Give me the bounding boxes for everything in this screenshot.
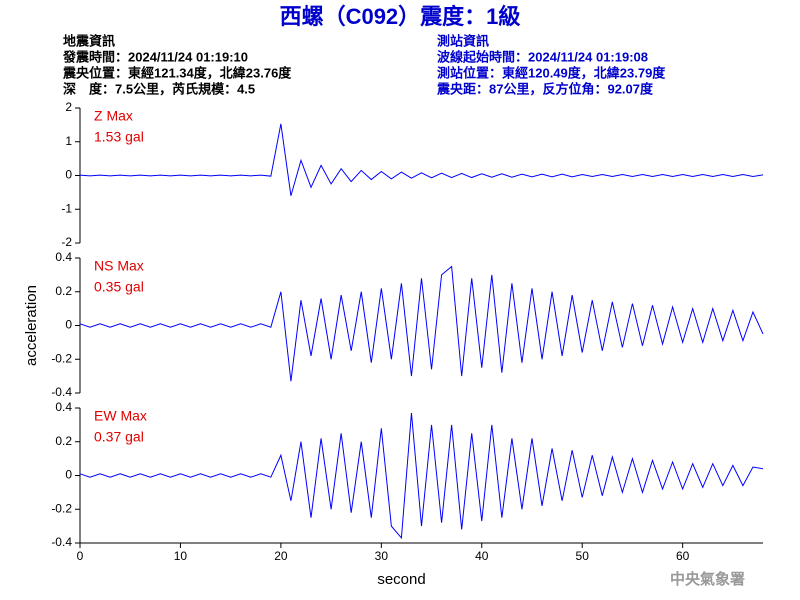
footer: 中央氣象署 bbox=[670, 570, 745, 588]
y-tick-label: 0.2 bbox=[55, 434, 72, 448]
y-tick-label: 0 bbox=[65, 168, 72, 182]
annotation: 1.53 gal bbox=[94, 129, 144, 145]
waveform bbox=[79, 123, 764, 196]
x-tick-label: 30 bbox=[375, 549, 389, 563]
y-axis-label: acceleration bbox=[23, 285, 40, 366]
annotation: 0.37 gal bbox=[94, 429, 144, 445]
y-tick-label: -0.4 bbox=[51, 385, 72, 399]
info-right: 測站資訊 bbox=[437, 33, 489, 48]
waveform bbox=[79, 265, 764, 382]
annotation: EW Max bbox=[94, 408, 147, 424]
y-tick-label: 1 bbox=[65, 134, 72, 148]
x-tick-label: 10 bbox=[174, 549, 188, 563]
y-tick-label: -1 bbox=[61, 201, 72, 215]
x-tick-label: 20 bbox=[274, 549, 288, 563]
info-left: 地震資訊 bbox=[63, 33, 115, 48]
chart-title: 西螺（C092）震度：1級 bbox=[280, 4, 521, 29]
info-right: 波線起始時間：2024/11/24 01:19:08 bbox=[437, 49, 648, 64]
x-axis-label: second bbox=[377, 571, 425, 588]
x-tick-label: 50 bbox=[576, 549, 590, 563]
x-tick-label: 60 bbox=[676, 549, 690, 563]
info-right: 震央距：87公里，反方位角：92.07度 bbox=[436, 81, 654, 96]
y-tick-label: 2 bbox=[65, 100, 72, 114]
y-tick-label: 0 bbox=[65, 468, 72, 482]
x-tick-label: 40 bbox=[475, 549, 489, 563]
y-tick-label: 0.2 bbox=[55, 284, 72, 298]
y-tick-label: -2 bbox=[61, 235, 72, 249]
y-tick-label: -0.2 bbox=[51, 501, 72, 515]
y-tick-label: -0.2 bbox=[51, 351, 72, 365]
info-left: 發震時間：2024/11/24 01:19:10 bbox=[62, 49, 248, 64]
annotation: 0.35 gal bbox=[94, 279, 144, 295]
waveform bbox=[79, 413, 764, 540]
annotation: NS Max bbox=[94, 258, 144, 274]
y-tick-label: 0.4 bbox=[55, 250, 72, 264]
y-tick-label: 0.4 bbox=[55, 400, 72, 414]
info-left: 震央位置：東經121.34度，北緯23.76度 bbox=[62, 65, 292, 80]
x-tick-label: 0 bbox=[77, 549, 84, 563]
y-tick-label: -0.4 bbox=[51, 535, 72, 549]
info-left: 深 度：7.5公里，芮氏規模：4.5 bbox=[63, 81, 255, 96]
annotation: Z Max bbox=[94, 108, 133, 124]
y-tick-label: 0 bbox=[65, 318, 72, 332]
info-right: 測站位置：東經120.49度，北緯23.79度 bbox=[437, 65, 666, 80]
